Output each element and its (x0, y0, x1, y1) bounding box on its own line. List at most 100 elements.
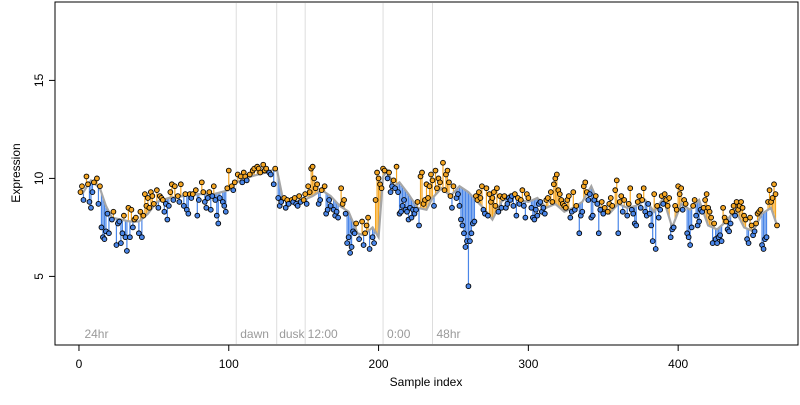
data-point (263, 165, 270, 172)
data-point (149, 193, 156, 199)
data-point (393, 163, 400, 170)
data-point (682, 201, 689, 207)
data-point (177, 181, 184, 188)
data-point (528, 204, 535, 211)
data-point (160, 197, 166, 203)
data-point (688, 224, 695, 231)
data-point (621, 197, 628, 203)
data-point (386, 169, 392, 176)
x-tick-label: 300 (518, 357, 538, 371)
data-point (335, 214, 341, 221)
data-point (342, 210, 349, 217)
data-point (679, 206, 686, 213)
data-point (585, 197, 592, 203)
data-point (80, 197, 87, 203)
data-point (369, 234, 376, 241)
data-point (742, 216, 749, 223)
data-point (747, 214, 753, 221)
data-point (318, 187, 325, 194)
data-point (757, 206, 764, 213)
data-point (392, 185, 398, 192)
data-point (519, 187, 526, 194)
data-point (533, 206, 539, 213)
data-point (398, 208, 404, 215)
data-point (224, 185, 231, 192)
data-point (437, 179, 443, 186)
data-point (541, 210, 548, 217)
data-point (189, 191, 196, 197)
data-point (483, 185, 490, 192)
data-point (371, 240, 377, 246)
data-point (600, 210, 607, 217)
data-point (139, 234, 145, 241)
data-point (625, 201, 632, 207)
data-point (486, 191, 493, 197)
data-point (210, 183, 217, 190)
data-point (366, 246, 373, 252)
data-point (272, 165, 279, 172)
data-point (221, 202, 228, 209)
data-point (278, 199, 285, 205)
data-point (579, 208, 586, 215)
data-point (651, 191, 658, 197)
data-point (165, 202, 172, 209)
data-point (291, 195, 298, 201)
data-point (738, 199, 744, 205)
data-point (239, 179, 246, 186)
data-point (327, 202, 334, 209)
data-point (203, 204, 210, 211)
data-point (763, 234, 770, 241)
data-point (660, 201, 667, 207)
y-tick-label: 15 (32, 73, 46, 87)
data-point (547, 189, 554, 195)
data-point (321, 183, 328, 190)
data-point (510, 202, 517, 209)
data-point (206, 189, 213, 195)
data-point (399, 202, 406, 209)
data-point (275, 195, 282, 201)
data-point (549, 199, 556, 205)
data-point (401, 197, 407, 203)
data-point (119, 230, 126, 237)
data-point (124, 248, 130, 254)
data-point (586, 191, 593, 197)
data-point (732, 212, 738, 219)
data-point (630, 210, 637, 217)
data-point (601, 204, 608, 211)
data-point (613, 177, 620, 184)
data-point (479, 183, 485, 190)
data-point (703, 191, 710, 197)
data-point (194, 212, 201, 219)
data-point (215, 220, 222, 227)
data-point (646, 210, 653, 217)
data-point (128, 206, 135, 213)
data-point (353, 220, 359, 227)
data-point (145, 195, 151, 201)
data-point (174, 193, 181, 199)
data-point (706, 208, 713, 215)
data-point (485, 212, 491, 219)
data-point (748, 222, 755, 229)
data-point (317, 197, 323, 203)
annotation-labels: 24hr dawn dusk 12:00 0:00 48hr (84, 327, 460, 341)
data-point (282, 204, 289, 211)
data-point (468, 230, 475, 237)
data-point (676, 191, 683, 197)
data-point (696, 218, 702, 225)
x-axis-ticks: 0 100 200 300 400 (76, 345, 688, 371)
data-point (201, 199, 208, 205)
data-point (137, 208, 144, 215)
data-point (207, 206, 214, 213)
data-point (225, 167, 232, 174)
y-axis-ticks: 5 10 15 (32, 73, 55, 280)
data-point (717, 232, 723, 239)
data-point (195, 197, 202, 203)
data-point (294, 202, 301, 209)
data-point (79, 183, 85, 190)
data-point (450, 183, 457, 190)
annotation-label: 12:00 (308, 327, 338, 341)
data-point (714, 240, 720, 246)
data-point (140, 212, 147, 219)
data-point (88, 204, 94, 211)
data-point (209, 193, 216, 199)
